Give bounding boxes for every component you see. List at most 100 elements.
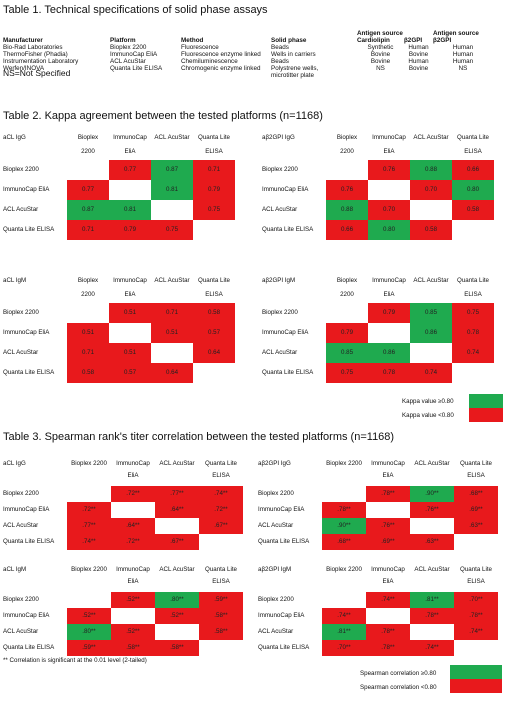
matrix-cell: 0.81 (151, 180, 193, 200)
matrix-cell: .80** (67, 624, 111, 640)
column-header-line2: EliA (124, 291, 136, 298)
row-label: Quanta Lite ELISA (258, 538, 310, 545)
matrix-cell: 0.80 (368, 220, 410, 240)
table3-title: Table 3. Spearman rank's titer correlati… (3, 431, 395, 443)
row-label: ACL AcuStar (3, 628, 39, 635)
matrix-cell (410, 343, 452, 363)
column-header: ACL AcuStar (414, 460, 450, 467)
column-header-line2: EliA (127, 472, 139, 479)
matrix-cell: .68** (454, 486, 498, 502)
matrix-cell: 0.70 (410, 180, 452, 200)
matrix-cell: .77** (67, 518, 111, 534)
column-header-line2: 2200 (81, 148, 95, 155)
specs-cell: NS (376, 65, 385, 72)
matrix-cell: 0.58 (67, 363, 109, 383)
row-label: Quanta Lite ELISA (3, 538, 55, 545)
matrix-cell: .81** (322, 624, 366, 640)
column-header-line2: EliA (383, 291, 395, 298)
matrix-cell: 0.71 (151, 303, 193, 323)
row-label: Bioplex 2200 (3, 309, 39, 316)
column-header-line2: ELISA (205, 291, 223, 298)
row-label: Bioplex 2200 (262, 166, 298, 173)
matrix-cell (109, 323, 151, 343)
matrix-cell: 0.85 (410, 303, 452, 323)
matrix-cell: 0.78 (452, 323, 494, 343)
column-header: ImmunoCap (371, 460, 405, 467)
column-header: ACL AcuStar (413, 277, 449, 284)
row-label: ImmunoCap EliA (3, 186, 50, 193)
matrix-cell (193, 363, 235, 383)
matrix-cell: .76** (366, 518, 410, 534)
specs-cell: NS (458, 65, 468, 72)
specs-cell: Quanta Lite ELISA (110, 65, 163, 72)
matrix-cell: .67** (199, 518, 243, 534)
specs-cell: Synthetic (367, 44, 394, 51)
column-header-line2: ELISA (467, 472, 485, 479)
column-header-line2: ELISA (205, 148, 223, 155)
row-label: Quanta Lite ELISA (262, 226, 314, 233)
column-header-line2: 2200 (340, 291, 354, 298)
matrix-cell: 0.57 (109, 363, 151, 383)
specs-cell: Human (408, 58, 429, 65)
matrix-cell (155, 624, 199, 640)
column-header: ACL AcuStar (159, 566, 195, 573)
matrix-cell (410, 518, 454, 534)
matrix-cell (199, 640, 243, 656)
matrix-cell: .58** (199, 608, 243, 624)
matrix-cell: .63** (454, 518, 498, 534)
matrix-cell (366, 608, 410, 624)
matrix-cell: .72** (111, 534, 155, 550)
matrix-name: aCL IgG (3, 134, 26, 141)
specs-cell: Bovine (370, 58, 391, 65)
spearman-legend-green-swatch (450, 665, 502, 679)
matrix-cell: .77** (155, 486, 199, 502)
matrix-cell (67, 486, 111, 502)
column-header: Bioplex 2200 (71, 460, 107, 467)
specs-cell: Chemiluminescence (181, 58, 238, 65)
specs-row-continuation: microtitter plate (3, 72, 493, 79)
column-header: Quanta Lite (457, 277, 489, 284)
row-label: ImmunoCap EliA (258, 612, 305, 619)
matrix-cell: 0.66 (452, 160, 494, 180)
specs-cell: Human (408, 44, 429, 51)
matrix-cell: 0.77 (67, 180, 109, 200)
matrix-cell: .52** (155, 608, 199, 624)
row-label: Bioplex 2200 (258, 490, 294, 497)
matrix-cell: .80** (155, 592, 199, 608)
specs-cell: Fluorescence (181, 44, 219, 51)
matrix-cell (109, 180, 151, 200)
matrix-cell (67, 592, 111, 608)
specs-cell: Polystrene wells, (271, 65, 319, 72)
row-label: ACL AcuStar (258, 628, 294, 635)
specs-cell: Instrumentation Laboratory (3, 58, 79, 65)
specs-cell: Beads (271, 44, 289, 51)
column-header: Quanta Lite (205, 566, 237, 573)
matrix-cell: 0.74 (452, 343, 494, 363)
matrix-cell: .52** (111, 592, 155, 608)
col-header-b2gpi: β2GPI (403, 37, 423, 44)
col-header-platform: Platform (110, 37, 136, 44)
column-header-line2: 2200 (340, 148, 354, 155)
row-label: ACL AcuStar (258, 522, 294, 529)
specs-cell: Wells in carriers (271, 51, 316, 58)
specs-row: ThermoFisher (Phadia) ImmunoCap EliA Fluor… (3, 51, 493, 58)
spearman-legend-red-swatch (450, 679, 502, 693)
row-label: ACL AcuStar (262, 206, 298, 213)
row-label: ImmunoCap EliA (258, 506, 305, 513)
matrix-cell (67, 160, 109, 180)
matrix-cell: .78** (366, 640, 410, 656)
kappa-legend-low: Kappa value <0.80 (402, 412, 454, 419)
row-label: ImmunoCap EliA (3, 506, 50, 513)
col-header-b2gpi-2: β2GPI (433, 37, 452, 44)
matrix-cell: .74** (366, 592, 410, 608)
matrix-cell: 0.75 (193, 200, 235, 220)
kappa-legend-red-swatch (469, 408, 503, 422)
column-header: ImmunoCap (371, 566, 405, 573)
matrix-name: aCL IgM (3, 566, 27, 573)
matrix-cell: 0.71 (67, 343, 109, 363)
matrix-cell: 0.79 (193, 180, 235, 200)
matrix-cell: .72** (111, 486, 155, 502)
kappa-legend-high: Kappa value ≥0.80 (402, 398, 454, 405)
column-header: Quanta Lite (198, 134, 230, 141)
column-header-line2: ELISA (212, 578, 230, 585)
